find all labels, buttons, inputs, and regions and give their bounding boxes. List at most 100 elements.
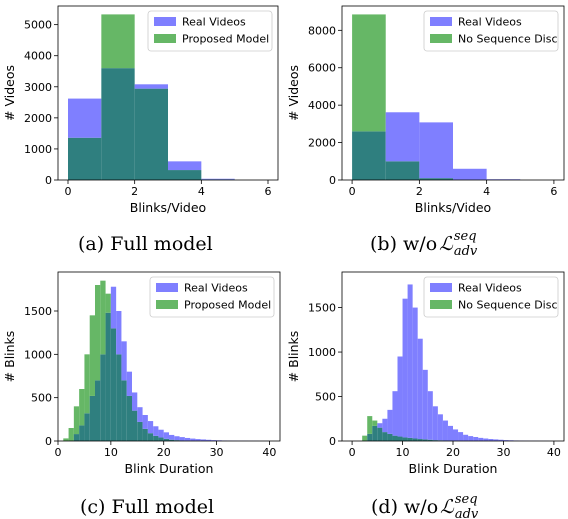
bar-real <box>169 434 175 440</box>
bar-model <box>89 315 95 396</box>
y-tick-label: 1000 <box>24 143 52 156</box>
chart-4: 0 10 20 30 40 0 500 1000 1500 Blink Duration # Bli… <box>286 271 565 476</box>
bar-real <box>195 439 201 441</box>
bar-real <box>121 341 127 381</box>
x-tick-label: 4 <box>483 185 490 198</box>
caption-subscript: adv <box>454 244 478 259</box>
bar-real <box>498 439 504 441</box>
bar-real <box>483 438 489 441</box>
bar-real <box>473 436 479 441</box>
chart-2: 0 2 4 6 0 2000 4000 6000 8000 Blinks/Video # Video… <box>286 5 565 215</box>
x-tick-label: 0 <box>65 185 72 198</box>
y-tick-label: 4000 <box>24 50 52 63</box>
bar-overlap <box>95 380 101 441</box>
bar-overlap <box>137 421 143 441</box>
bar-overlap <box>367 433 373 441</box>
bar-overlap <box>407 437 413 441</box>
legend-entry: Real Videos <box>458 16 522 29</box>
chart-3: 0 10 20 30 40 0 500 1000 1500 Blink Duration # Bli… <box>2 271 281 476</box>
legend-entry: Real Videos <box>182 16 246 29</box>
y-axis-label: # Videos <box>286 65 301 121</box>
bar-real <box>153 426 159 436</box>
bar-overlap <box>84 413 90 441</box>
legend-swatch <box>430 283 452 292</box>
bar-real <box>447 425 453 441</box>
x-tick-label: 4 <box>198 185 205 198</box>
y-tick-label: 8000 <box>308 24 336 37</box>
bar-model <box>367 416 373 434</box>
bar-real <box>397 356 403 437</box>
y-axis-label: # Blinks <box>286 331 301 383</box>
bar-overlap <box>163 438 169 441</box>
legend-swatch <box>154 34 176 43</box>
bar-real <box>377 423 383 428</box>
bar-overlap <box>100 354 106 441</box>
plot-frame <box>57 5 279 181</box>
bar-overlap <box>377 427 383 441</box>
bar-real <box>453 168 487 180</box>
legend <box>423 10 559 52</box>
x-tick-label: 2 <box>416 185 423 198</box>
bar-overlap <box>385 161 420 180</box>
x-tick-label: 30 <box>210 446 224 459</box>
x-tick-label: 6 <box>265 185 272 198</box>
bar-overlap <box>105 312 111 441</box>
bar-model <box>84 354 90 414</box>
caption-3: (c) Full model <box>80 496 214 518</box>
x-tick-label: 6 <box>550 185 557 198</box>
legend-entry: Proposed Model <box>184 299 271 312</box>
y-tick-label: 0 <box>329 435 336 448</box>
legend <box>147 10 273 52</box>
bar-overlap <box>397 436 403 441</box>
bar-real <box>137 407 143 422</box>
bar-overlap <box>126 395 132 441</box>
bar-real <box>206 439 212 441</box>
legend-entry: Real Videos <box>184 282 248 295</box>
caption-symbol: ℒ <box>439 233 454 255</box>
bar-overlap <box>147 433 154 441</box>
x-tick-label: 30 <box>496 446 510 459</box>
bar-real <box>385 112 420 162</box>
bar-real <box>503 440 509 441</box>
x-tick-label: 20 <box>446 446 460 459</box>
bar-model <box>63 438 69 441</box>
y-axis-label: # Videos <box>2 65 17 121</box>
x-tick-label: 0 <box>349 185 356 198</box>
bar-real <box>407 284 413 438</box>
bar-real <box>468 436 474 441</box>
caption-subscript: adv <box>455 507 479 519</box>
bar-real <box>134 84 168 89</box>
bar-real <box>158 429 164 438</box>
y-tick-label: 1500 <box>308 302 336 315</box>
x-tick-label: 0 <box>55 446 62 459</box>
bar-overlap <box>417 439 423 441</box>
bar-overlap <box>412 438 418 441</box>
caption-1: (a) Full model <box>78 233 213 255</box>
bar-model <box>101 14 135 69</box>
bar-real <box>417 338 423 440</box>
bar-real <box>132 392 138 411</box>
caption-4: (d) w/o <box>371 496 438 518</box>
bar-real <box>427 391 433 440</box>
bar-real <box>463 434 469 441</box>
y-tick-label: 0 <box>45 435 52 448</box>
bar-overlap <box>121 380 127 441</box>
bar-real <box>68 98 102 138</box>
bar-real <box>168 161 202 171</box>
bar-model <box>362 435 368 441</box>
bar-overlap <box>169 439 175 441</box>
y-tick-label: 2000 <box>308 137 336 150</box>
bar-overlap <box>110 328 117 441</box>
bar-real <box>110 286 117 329</box>
plot-frame <box>57 271 281 442</box>
bar-real <box>126 371 132 396</box>
legend-entry: No Sequence Disc <box>458 299 558 312</box>
x-tick-label: 40 <box>547 446 561 459</box>
y-tick-label: 3000 <box>24 81 52 94</box>
x-axis-label: Blinks/Video <box>130 200 206 215</box>
bar-real <box>142 415 148 429</box>
caption-symbol: ℒ <box>440 496 455 518</box>
y-tick-label: 2000 <box>24 112 52 125</box>
bar-real <box>458 432 464 441</box>
y-tick-label: 500 <box>315 391 336 404</box>
